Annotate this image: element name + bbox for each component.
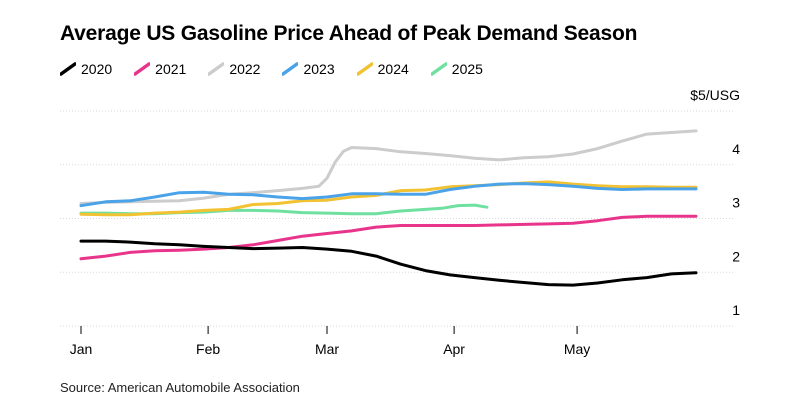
- legend-label: 2022: [229, 61, 261, 77]
- x-tick-label: Feb: [196, 341, 220, 357]
- legend-label: 2023: [303, 61, 335, 77]
- legend-label: 2024: [377, 61, 409, 77]
- y-tick-label: 4: [732, 141, 740, 157]
- legend-label: 2025: [451, 61, 483, 77]
- legend-swatch: [134, 62, 151, 76]
- series-line-2025: [79, 203, 489, 216]
- grid-lines: [60, 110, 735, 327]
- legend-swatch: [60, 62, 76, 76]
- legend-label: 2020: [81, 61, 113, 77]
- series-line-2024: [79, 180, 698, 217]
- x-tick-label: Apr: [443, 341, 465, 357]
- chart-title: Average US Gasoline Price Ahead of Peak …: [60, 22, 638, 45]
- x-axis-ticks: Jan Feb Mar Apr May: [70, 326, 590, 357]
- legend: 2020 2021 2022 2023 2024 2025: [60, 61, 505, 77]
- legend-item-2020: 2020: [60, 61, 112, 77]
- legend-label: 2021: [155, 61, 187, 77]
- legend-item-2022: 2022: [208, 61, 260, 77]
- legend-item-2024: 2024: [356, 61, 409, 77]
- legend-swatch: [356, 62, 373, 76]
- series-line-2020: [79, 239, 698, 287]
- legend-item-2023: 2023: [282, 61, 335, 77]
- series-line-2021: [79, 214, 698, 261]
- legend-swatch: [282, 62, 299, 76]
- series-lines: [79, 129, 698, 287]
- legend-item-2025: 2025: [430, 61, 483, 77]
- legend-swatch: [430, 62, 447, 76]
- y-axis-tick-labels: $5/USG 4 3 2 1: [690, 87, 740, 318]
- x-tick-label: Mar: [315, 341, 339, 357]
- x-tick-label: May: [564, 341, 590, 357]
- legend-item-2021: 2021: [134, 61, 186, 77]
- legend-swatch: [208, 62, 225, 76]
- x-tick-label: Jan: [70, 341, 93, 357]
- y-tick-label: 1: [732, 302, 740, 318]
- source-note: Source: American Automobile Association: [60, 380, 300, 395]
- series-line-2022: [79, 129, 698, 205]
- y-tick-label: 3: [732, 195, 740, 211]
- y-tick-label: 2: [732, 248, 740, 264]
- y-tick-label: $5/USG: [690, 87, 740, 103]
- series-line-2023: [79, 182, 698, 208]
